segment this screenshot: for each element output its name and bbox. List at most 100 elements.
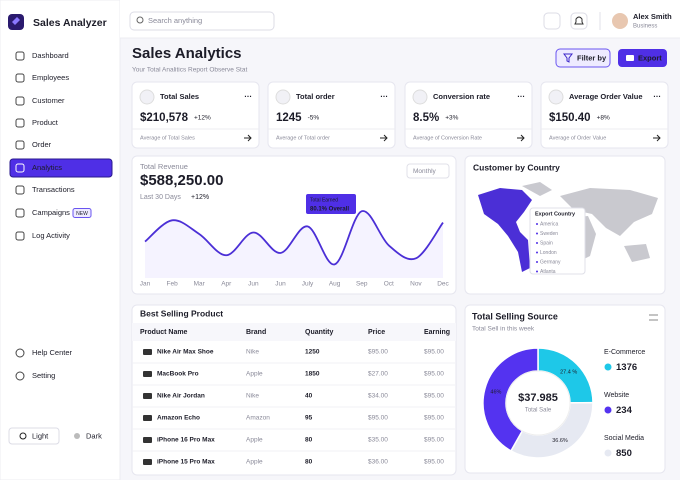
nav-item[interactable]: Order [32, 140, 52, 149]
nav-item[interactable]: Employees [32, 73, 69, 82]
kpi-menu: … [244, 90, 252, 99]
cell: $95.00 [368, 415, 388, 422]
revenue-line [144, 210, 444, 266]
avatar[interactable] [612, 13, 628, 29]
cell: Apple [246, 437, 263, 444]
column-header: Earning [424, 329, 450, 336]
legend-swatch [604, 363, 612, 371]
kpi-arrow[interactable] [380, 134, 388, 142]
kpi-note: Average of Total order [276, 135, 330, 141]
country-item: Atlanta [540, 269, 556, 275]
cell: $95.00 [424, 415, 444, 422]
x-tick-label: Apr [221, 281, 232, 288]
bullet [536, 261, 538, 263]
theme-label[interactable]: Light [32, 431, 49, 440]
revenue-total: $588,250.00 [140, 172, 223, 189]
theme-light[interactable] [8, 427, 60, 445]
tooltip-text: 80.1% Overall [310, 207, 349, 213]
product-icon [143, 459, 152, 465]
product-name: iPhone 15 Pro Max [157, 459, 215, 466]
nav-item[interactable]: Product [32, 118, 59, 127]
bullet [536, 251, 538, 254]
product-icon [143, 437, 152, 443]
kpi-value: $150.40 [549, 112, 591, 124]
x-tick-label: Nov [410, 281, 422, 288]
revenue-title: Total Revenue [140, 162, 188, 171]
kpi-arrow[interactable] [517, 134, 525, 142]
country-item: Spain [540, 240, 553, 246]
legend-name: E-Commerce [604, 349, 645, 356]
bullet [536, 223, 538, 225]
nav-icon [15, 140, 25, 150]
column-header: Product Name [140, 329, 188, 336]
nav-icon [15, 185, 25, 195]
nav-item[interactable]: Customer [32, 96, 65, 105]
nav-item[interactable]: Campaigns [32, 208, 70, 217]
nav-icon [15, 51, 25, 61]
kpi-arrow[interactable] [653, 134, 661, 142]
table-card [131, 304, 457, 476]
notification-button[interactable] [570, 12, 588, 30]
nav-item[interactable]: Log Activity [32, 231, 70, 240]
americas [478, 188, 532, 272]
export-label[interactable]: Export [638, 53, 662, 62]
segment-label: 27.4 % [560, 370, 577, 376]
column-header: Price [368, 329, 385, 336]
kpi-menu: … [380, 90, 388, 99]
nav-icon [15, 73, 25, 83]
tooltip [306, 194, 356, 214]
nav-active[interactable] [9, 158, 113, 178]
nav-item[interactable]: Setting [32, 371, 55, 380]
kpi-title: Total order [296, 92, 335, 101]
eurasia [560, 188, 658, 236]
cell: Apple [246, 371, 263, 378]
filter-label[interactable]: Filter by [577, 53, 607, 62]
kpi-icon [548, 89, 564, 105]
logo-mark [12, 17, 20, 25]
segment-label: 46% [490, 389, 501, 395]
badge-text: NEW [76, 211, 88, 217]
product-name: Amazon Echo [157, 415, 200, 422]
nav-item[interactable]: Analytics [32, 163, 62, 172]
kpi-change: +3% [445, 115, 458, 122]
legend-name: Website [604, 392, 629, 399]
range-label[interactable]: Monthly [413, 168, 437, 175]
cell: $95.00 [424, 459, 444, 466]
area [145, 210, 443, 278]
theme-label[interactable]: Dark [86, 431, 102, 440]
badge [72, 208, 92, 218]
nav-item[interactable]: Transactions [32, 185, 75, 194]
bell-icon [574, 16, 584, 25]
cell: $35.00 [368, 437, 388, 444]
kpi-icon [139, 89, 155, 105]
kpi-change: -5% [308, 115, 320, 122]
cell: $34.00 [368, 393, 388, 400]
tooltip-title: Total Earned [310, 197, 338, 203]
x-tick-label: Oct [384, 281, 394, 288]
kpi-arrow[interactable] [244, 134, 252, 142]
search-placeholder[interactable]: Search anything [148, 16, 202, 25]
nav-item[interactable]: Help Center [32, 348, 73, 357]
bullet [536, 232, 538, 235]
search-box[interactable] [129, 11, 275, 31]
table-title: Best Selling Product [140, 308, 223, 318]
export-button[interactable] [618, 49, 667, 67]
sun-icon [19, 432, 27, 440]
column-header: Quantity [305, 329, 333, 336]
nav-icon [15, 231, 25, 241]
cell: 80 [305, 459, 313, 466]
nav-item[interactable]: Dashboard [32, 51, 69, 60]
product-name: Nike Air Jordan [157, 393, 205, 400]
icon-button[interactable] [543, 12, 561, 30]
range-select[interactable] [406, 163, 450, 179]
cell: Nike [246, 393, 259, 400]
cell: Amazon [246, 415, 270, 422]
kpi-change: +12% [194, 115, 211, 122]
settings-icon[interactable] [649, 314, 658, 321]
cell: Nike [246, 349, 259, 356]
revenue-period: Last 30 Days [140, 194, 181, 201]
kpi-title: Total Sales [160, 92, 199, 101]
user-name: Alex Smith [633, 12, 672, 21]
product-icon [143, 371, 152, 377]
